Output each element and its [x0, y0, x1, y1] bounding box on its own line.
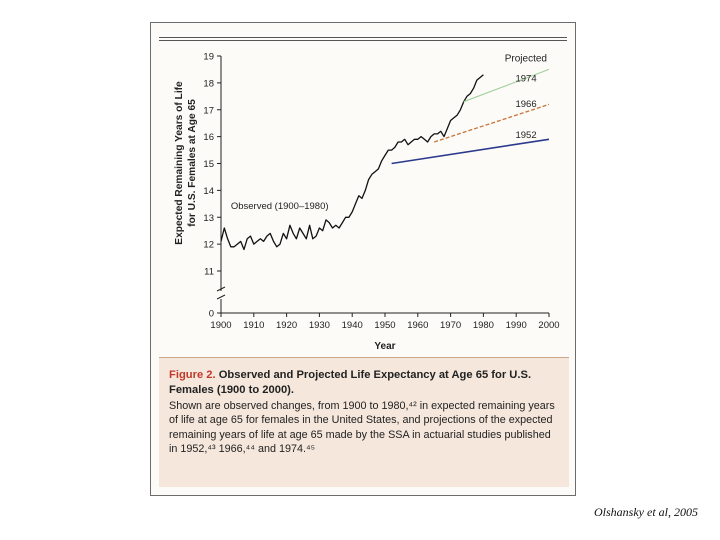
- x-axis-title: Year: [374, 341, 395, 352]
- y-tick-label-zero: 0: [209, 309, 214, 320]
- x-tick-label: 1930: [309, 320, 330, 331]
- y-tick-label: 19: [203, 52, 214, 63]
- y-tick-label: 15: [203, 159, 214, 170]
- series-label-observed: Observed (1900–1980): [231, 201, 329, 212]
- series-line-observed: [220, 74, 484, 251]
- figure-top-rule: [159, 37, 567, 38]
- series-label-1966: 1966: [515, 99, 536, 110]
- chart-axes: [216, 56, 549, 314]
- x-tick-label: 1920: [276, 320, 297, 331]
- x-tick-label: 1910: [243, 320, 264, 331]
- x-tick-label: 2000: [538, 320, 559, 331]
- series-label-1952: 1952: [515, 130, 536, 141]
- figure-frame: 11 12 13 14 15 16 17 18 19 0 1900 1910 1920 1930 1940 1…: [150, 22, 576, 496]
- series-label-1974: 1974: [515, 74, 536, 85]
- source-credit: Olshansky et al, 2005: [594, 505, 698, 519]
- series-line-1974: [463, 68, 550, 103]
- x-tick-label: 1990: [506, 320, 527, 331]
- caption-body: Shown are observed changes, from 1900 to…: [169, 400, 555, 455]
- y-axis-title-line-2: for U.S. Females at Age 65: [187, 99, 198, 227]
- y-tick-label: 13: [203, 213, 214, 224]
- y-axis-title-line-1: Expected Remaining Years of Life: [174, 81, 185, 245]
- figure-top-rule-inner: [159, 40, 567, 41]
- x-tick-label: 1940: [342, 320, 363, 331]
- chart-labels: Year Expected Remaining Years of Life for …: [174, 53, 547, 352]
- caption-title: Figure 2. Observed and Projected Life Ex…: [169, 368, 559, 397]
- caption-figure-label: Figure 2.: [169, 369, 216, 381]
- x-tick-label: 1900: [210, 320, 231, 331]
- y-tick-label: 14: [203, 186, 214, 197]
- legend-header-projected: Projected: [505, 53, 547, 64]
- chart-series: [220, 68, 550, 251]
- x-tick-label: 1980: [473, 320, 494, 331]
- figure-caption: Figure 2. Observed and Projected Life Ex…: [159, 357, 569, 487]
- y-tick-label: 16: [203, 132, 214, 143]
- y-tick-label: 18: [203, 78, 214, 89]
- x-tick-label: 1970: [440, 320, 461, 331]
- series-line-1952: [391, 138, 550, 165]
- y-axis-break-mark-1: [216, 286, 226, 292]
- caption-title-text: Observed and Projected Life Expectancy a…: [169, 369, 532, 396]
- x-tick-label: 1960: [407, 320, 428, 331]
- y-tick-label: 11: [204, 267, 214, 278]
- y-tick-label: 12: [203, 240, 214, 251]
- series-line-1966: [433, 103, 550, 143]
- x-tick-label: 1950: [374, 320, 395, 331]
- y-tick-label: 17: [203, 105, 214, 116]
- y-axis-break-mark-2: [216, 294, 226, 300]
